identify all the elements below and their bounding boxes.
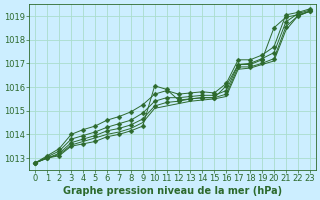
- X-axis label: Graphe pression niveau de la mer (hPa): Graphe pression niveau de la mer (hPa): [63, 186, 282, 196]
